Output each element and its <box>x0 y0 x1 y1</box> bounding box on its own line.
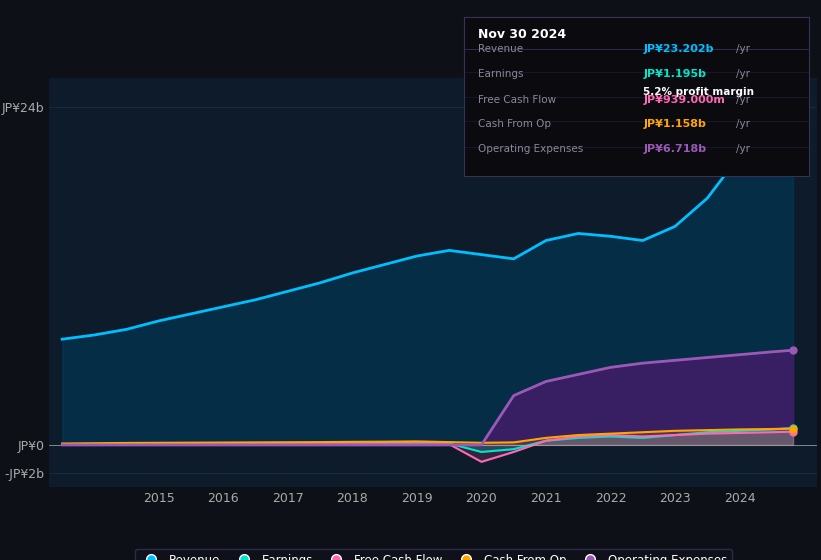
Text: /yr: /yr <box>736 44 750 54</box>
Text: Operating Expenses: Operating Expenses <box>478 144 583 154</box>
Text: Cash From Op: Cash From Op <box>478 119 551 129</box>
Text: JP¥6.718b: JP¥6.718b <box>643 144 706 154</box>
Text: /yr: /yr <box>736 119 750 129</box>
Text: Revenue: Revenue <box>478 44 523 54</box>
Text: Free Cash Flow: Free Cash Flow <box>478 95 556 105</box>
Text: Earnings: Earnings <box>478 69 523 79</box>
Text: 5.2% profit margin: 5.2% profit margin <box>643 87 754 97</box>
Text: JP¥939.000m: JP¥939.000m <box>643 95 725 105</box>
Text: JP¥23.202b: JP¥23.202b <box>643 44 713 54</box>
Text: Nov 30 2024: Nov 30 2024 <box>478 28 566 41</box>
Text: /yr: /yr <box>736 144 750 154</box>
Text: /yr: /yr <box>736 95 750 105</box>
Text: /yr: /yr <box>736 69 750 79</box>
Legend: Revenue, Earnings, Free Cash Flow, Cash From Op, Operating Expenses: Revenue, Earnings, Free Cash Flow, Cash … <box>135 549 732 560</box>
Text: JP¥1.158b: JP¥1.158b <box>643 119 706 129</box>
Text: JP¥1.195b: JP¥1.195b <box>643 69 706 79</box>
